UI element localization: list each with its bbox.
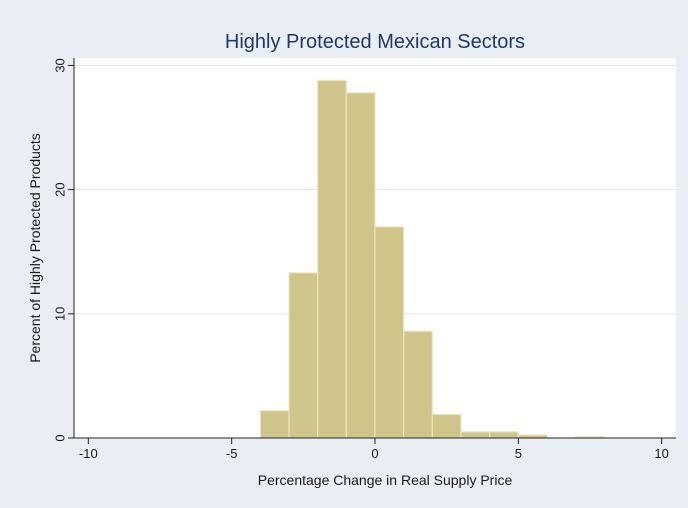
histogram-bar	[317, 79, 347, 439]
y-tick-label: 0	[52, 434, 67, 441]
histogram-bars	[259, 79, 605, 439]
x-tick-label: -5	[226, 446, 238, 461]
histogram-bar	[403, 330, 433, 439]
chart-title: Highly Protected Mexican Sectors	[225, 31, 525, 53]
histogram-bar	[374, 226, 405, 439]
histogram-bar	[431, 413, 462, 439]
x-tick-label: 0	[371, 446, 378, 461]
x-tick-label: 10	[654, 446, 668, 461]
histogram-bar	[345, 92, 376, 439]
histogram-bar	[288, 272, 319, 439]
y-tick-label: 20	[52, 182, 67, 196]
histogram-bar	[460, 431, 491, 439]
y-tick-label: 10	[52, 307, 67, 321]
x-axis-title: Percentage Change in Real Supply Price	[258, 472, 513, 488]
histogram-bar	[259, 410, 290, 439]
x-tick-label: -10	[79, 446, 98, 461]
axes	[68, 58, 676, 444]
histogram-bar	[489, 431, 519, 439]
y-tick-label: 30	[52, 58, 67, 72]
y-axis-title: Percent of Highly Protected Products	[27, 133, 43, 363]
x-tick-label: 5	[515, 446, 522, 461]
